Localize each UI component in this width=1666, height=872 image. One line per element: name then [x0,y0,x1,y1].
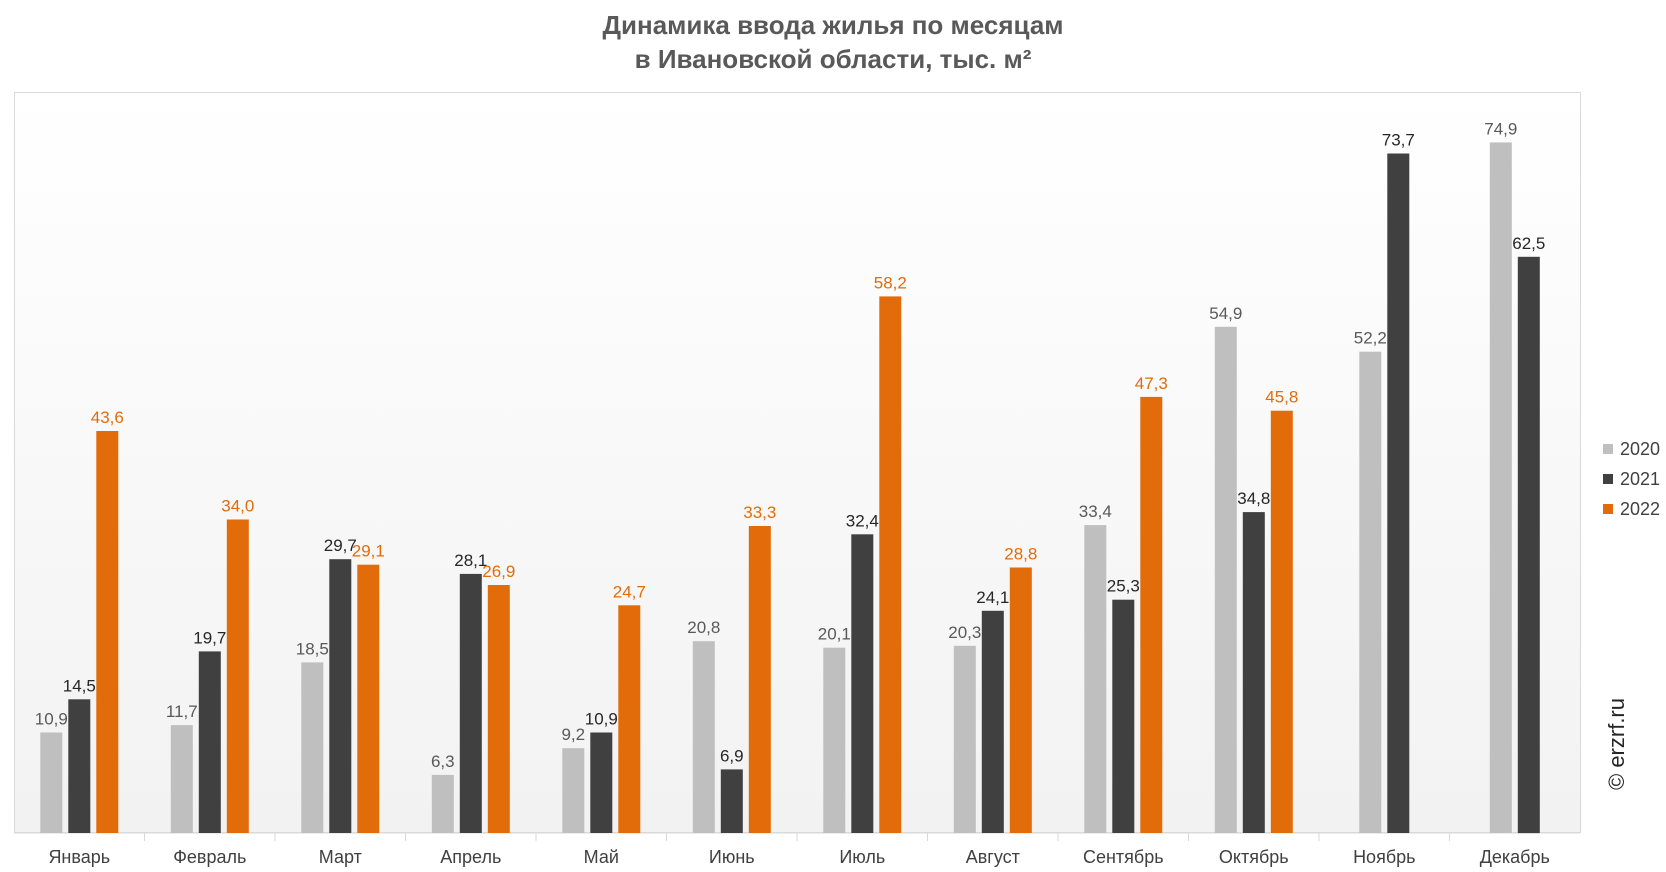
bar-2020-7 [823,647,846,833]
data-label-2022-5: 24,7 [613,582,646,601]
bar-2020-12 [1489,142,1512,833]
plot-area [14,92,1581,833]
data-label-2020-5: 9,2 [561,725,585,744]
chart-title-line-2: в Ивановской области, тыс. м² [634,44,1032,74]
bar-2021-9 [1112,599,1135,833]
bar-2021-2 [198,651,221,833]
bar-2022-3 [357,564,380,833]
data-label-2020-12: 74,9 [1484,119,1517,138]
data-label-2021-12: 62,5 [1512,234,1545,253]
copyright-text: © erzrf.ru [1604,698,1629,790]
bar-2022-5 [618,605,641,833]
bar-2022-9 [1140,396,1163,833]
data-label-2021-8: 24,1 [976,588,1009,607]
bar-2020-1 [40,732,63,833]
x-tick-label-4: Апрель [440,847,501,867]
bar-2022-2 [226,519,249,833]
data-label-2022-4: 26,9 [482,562,515,581]
bar-2021-4 [459,573,482,833]
x-tick-label-12: Декабрь [1480,847,1550,867]
legend-label-2022: 2022 [1620,498,1661,519]
bar-2022-4 [487,585,510,833]
data-label-2020-7: 20,1 [818,625,851,644]
bar-2021-1 [68,699,91,833]
x-tick-label-5: Май [584,847,619,867]
legend-swatch-2020 [1603,444,1613,454]
data-label-2020-4: 6,3 [431,752,455,771]
data-label-2021-9: 25,3 [1107,577,1140,596]
data-label-2020-6: 20,8 [687,618,720,637]
legend-item-2021: 2021 [1603,464,1660,494]
legend-item-2022: 2022 [1603,494,1660,524]
x-tick-label-10: Октябрь [1219,847,1289,867]
bar-2020-9 [1084,525,1107,833]
bar-2021-6 [720,769,743,833]
x-tick-label-2: Февраль [173,847,246,867]
data-label-2021-6: 6,9 [720,746,744,765]
data-label-2022-2: 34,0 [221,497,254,516]
chart-title: Динамика ввода жилья по месяцам в Иванов… [0,8,1666,76]
x-tick-label-6: Июнь [709,847,755,867]
data-label-2022-8: 28,8 [1004,545,1037,564]
x-tick-label-8: Август [966,847,1020,867]
legend-item-2020: 2020 [1603,434,1660,464]
data-label-2020-8: 20,3 [948,623,981,642]
x-tick-label-11: Ноябрь [1353,847,1415,867]
legend-label-2020: 2020 [1620,438,1661,459]
x-tick-label-1: Январь [48,847,110,867]
legend-swatch-2021 [1603,474,1613,484]
x-tick-label-9: Сентябрь [1083,847,1164,867]
bar-2020-4 [431,774,454,833]
data-label-2022-1: 43,6 [91,408,124,427]
bar-2020-2 [170,725,193,833]
data-label-2022-7: 58,2 [874,273,907,292]
data-label-2021-1: 14,5 [63,676,96,695]
data-label-2021-5: 10,9 [585,710,618,729]
data-label-2020-11: 52,2 [1354,329,1387,348]
data-label-2021-11: 73,7 [1382,131,1415,150]
bar-2020-10 [1214,326,1237,833]
data-label-2021-3: 29,7 [324,536,357,555]
bar-2022-7 [879,296,902,833]
bar-2020-8 [953,645,976,833]
data-label-2021-10: 34,8 [1237,489,1270,508]
legend: 2020 2021 2022 [1603,434,1660,524]
bar-2020-3 [301,662,324,833]
bar-2022-8 [1009,567,1032,833]
data-label-2022-3: 29,1 [352,542,385,561]
data-label-2021-7: 32,4 [846,511,879,530]
x-tick-label-7: Июль [839,847,885,867]
bar-2020-6 [692,641,715,833]
bar-2021-12 [1517,256,1540,834]
bar-2021-8 [981,610,1004,833]
bar-2021-10 [1242,512,1265,833]
bar-2022-10 [1270,410,1293,833]
bar-2021-3 [329,559,352,833]
bar-2020-5 [562,748,585,833]
data-label-2020-1: 10,9 [35,710,68,729]
chart-title-line-1: Динамика ввода жилья по месяцам [602,10,1064,40]
bar-2020-11 [1359,351,1382,833]
bar-2021-5 [590,732,613,833]
data-label-2020-2: 11,7 [166,702,198,721]
data-label-2020-9: 33,4 [1079,502,1112,521]
bar-2022-6 [748,526,771,833]
data-label-2021-4: 28,1 [454,551,487,570]
data-label-2022-9: 47,3 [1135,374,1168,393]
data-label-2020-3: 18,5 [296,639,329,658]
data-label-2020-10: 54,9 [1209,304,1242,323]
legend-swatch-2022 [1603,504,1613,514]
bar-2021-11 [1387,153,1410,833]
data-label-2021-2: 19,7 [193,628,226,647]
data-label-2022-6: 33,3 [743,503,776,522]
bar-2022-1 [96,431,119,833]
bar-2021-7 [851,534,874,833]
legend-label-2021: 2021 [1620,468,1661,489]
x-tick-label-3: Март [319,847,362,867]
data-label-2022-10: 45,8 [1265,388,1298,407]
